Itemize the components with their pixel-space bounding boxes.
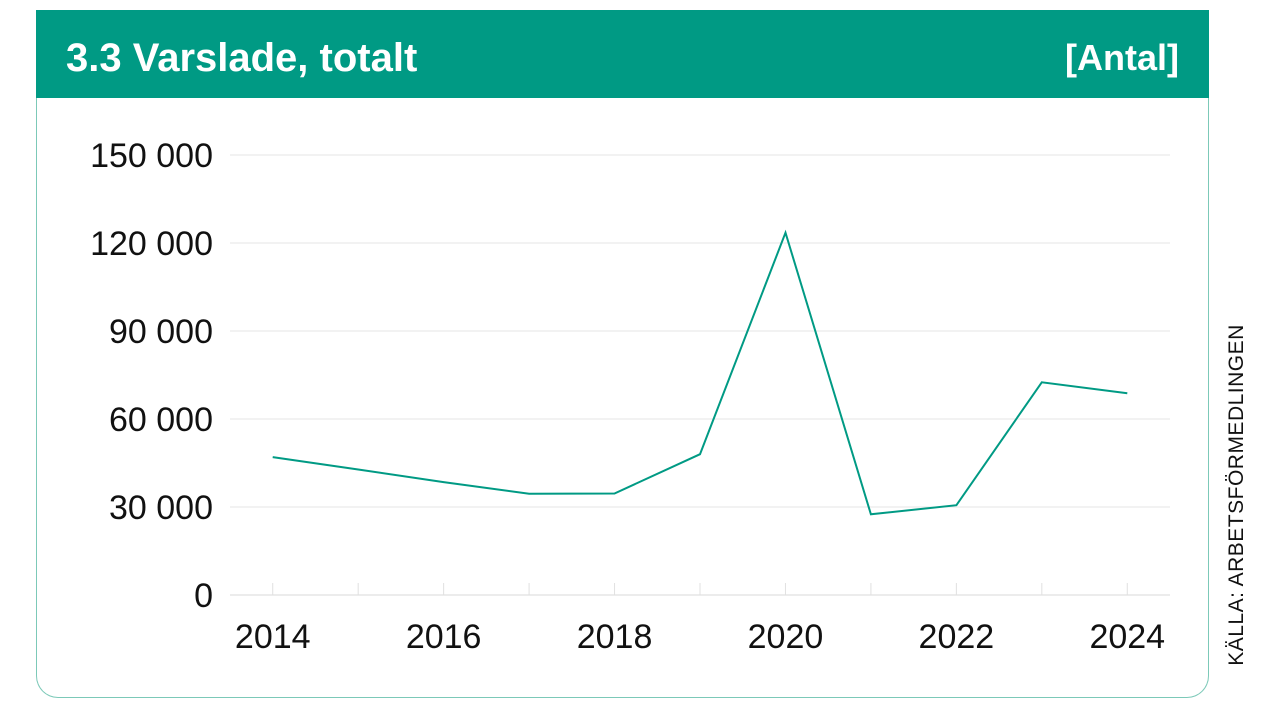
y-tick-label: 60 000: [109, 401, 213, 439]
x-tick-label: 2024: [1089, 618, 1165, 656]
y-tick-label: 30 000: [109, 489, 213, 527]
chart-unit: [Antal]: [1065, 37, 1179, 78]
x-tick-label: 2022: [919, 618, 995, 656]
chart-title: 3.3 Varslade, totalt: [66, 36, 418, 80]
y-tick-label: 120 000: [90, 225, 213, 263]
series-line: [272, 229, 1128, 516]
x-tick-label: 2020: [748, 618, 824, 656]
y-tick-label: 150 000: [90, 137, 213, 175]
source-note: KÄLLA: ARBETSFÖRMEDLINGEN: [1225, 324, 1248, 666]
series: [272, 229, 1128, 516]
x-tick-label: 2018: [577, 618, 653, 656]
x-axis-ticks: [272, 583, 1128, 595]
y-tick-label: 90 000: [109, 313, 213, 351]
y-axis-labels: 0 30 000 60 000 90 000 120 000 150 000: [90, 137, 213, 615]
chart-card: [36, 10, 1209, 698]
x-axis-labels: 2014 2016 2018 2020 2022 2024: [235, 618, 1165, 656]
x-tick-label: 2016: [406, 618, 482, 656]
y-tick-label: 0: [194, 577, 213, 615]
grid-lines: [230, 154, 1170, 596]
x-tick-label: 2014: [235, 618, 311, 656]
chart-header: 3.3 Varslade, totalt [Antal]: [36, 10, 1209, 98]
